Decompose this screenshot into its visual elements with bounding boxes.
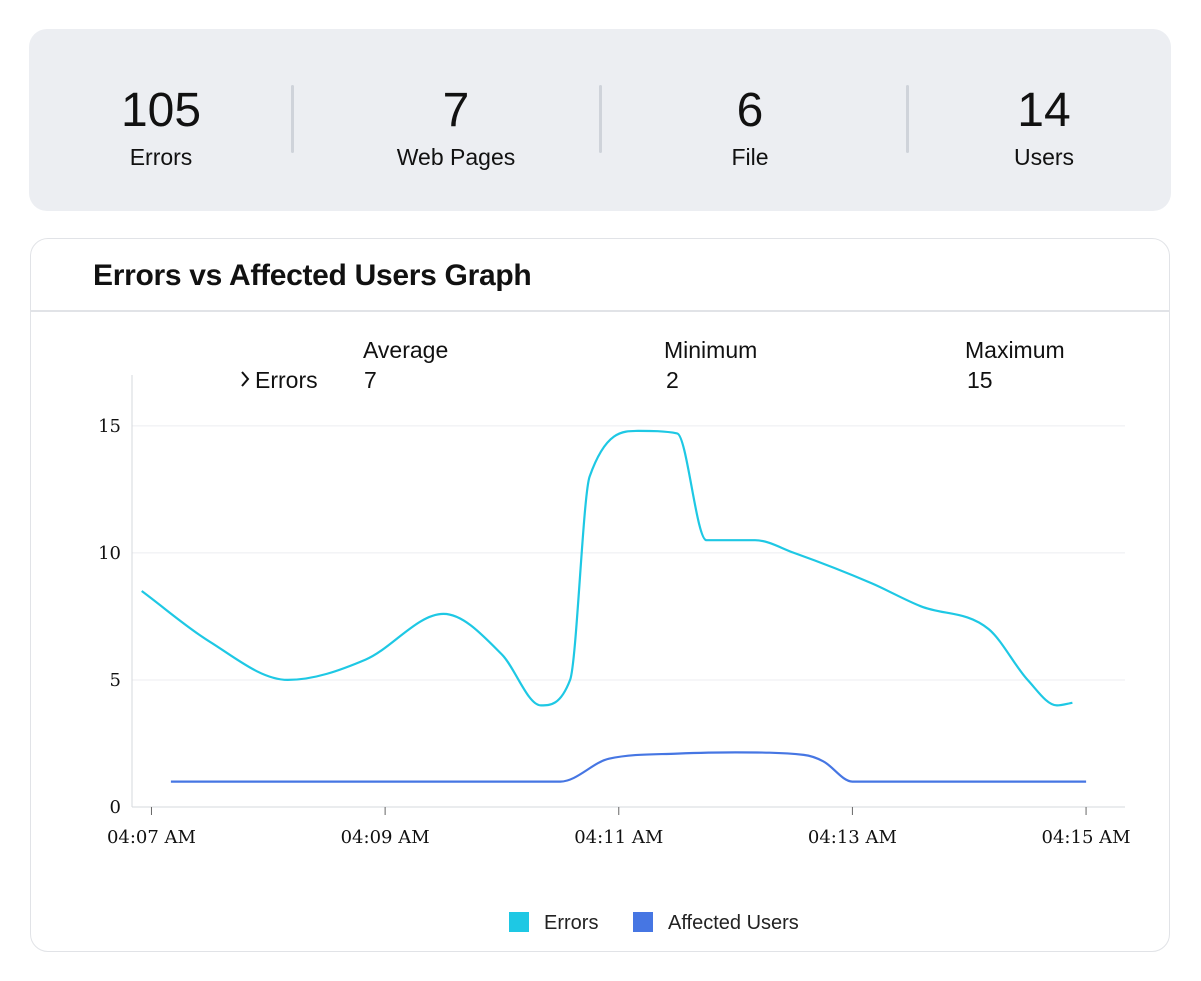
stat-label: File [731,144,769,170]
stat-label: Errors [129,144,193,170]
card-divider [31,310,1169,312]
summary-row: Errors Average 7 Minimum 2 Maximum 15 [241,337,1065,393]
legend-item-affected-users[interactable]: Affected Users [633,912,799,934]
average-value: 7 [364,367,377,393]
series-toggle[interactable]: Errors [241,367,318,393]
series-line-errors [141,429,1073,707]
y-tick-label: 15 [98,416,121,437]
stat-divider [906,85,909,153]
legend-swatch [633,912,653,932]
stat-label: Web Pages [396,144,516,170]
minimum-value: 2 [666,367,679,393]
x-tick-label: 04:09 AM [341,827,430,848]
stat-value: 6 [736,84,764,137]
series-line-affected-users [170,751,1087,783]
x-tick-label: 04:13 AM [808,827,897,848]
legend-label: Affected Users [668,912,799,934]
y-tick-label: 0 [110,797,121,818]
series-toggle-label: Errors [255,367,318,393]
card-title: Errors vs Affected Users Graph [93,259,532,292]
chevron-right-icon [241,371,250,387]
stat-value: 105 [120,84,202,137]
y-tick-label: 10 [98,543,121,564]
x-tick-label: 04:11 AM [574,827,663,848]
x-tick-label: 04:15 AM [1042,827,1131,848]
stats-panel: 105 Errors 7 Web Pages 6 File 14 Users [29,29,1171,211]
chart-legend: Errors Affected Users [509,912,799,934]
maximum-value: 15 [967,367,993,393]
minimum-label: Minimum [664,337,757,363]
graph-card: Errors vs Affected Users Graph [30,238,1170,952]
legend-label: Errors [544,912,598,934]
x-tick-label: 04:07 AM [107,827,196,848]
plot-area: 0 5 10 15 04:07 AM 04:09 AM 04:11 AM 04:13 AM 04… [98,375,1131,848]
legend-item-errors[interactable]: Errors [509,912,598,934]
stat-divider [599,85,602,153]
stat-divider [291,85,294,153]
stat-label: Users [1013,144,1075,170]
y-tick-label: 5 [110,670,121,691]
average-label: Average [363,337,448,363]
maximum-label: Maximum [965,337,1065,363]
stat-value: 14 [1017,84,1071,137]
legend-swatch [509,912,529,932]
stat-value: 7 [442,84,470,137]
